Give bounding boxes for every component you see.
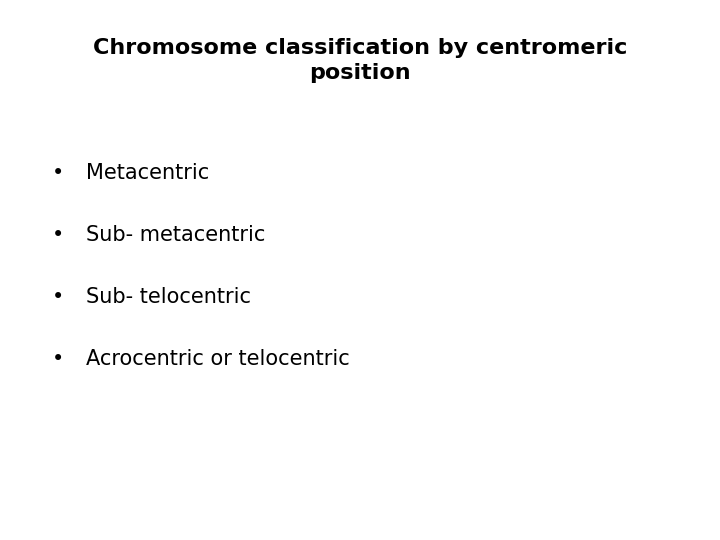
Text: Sub- metacentric: Sub- metacentric bbox=[86, 225, 266, 245]
Text: •: • bbox=[51, 349, 64, 369]
Text: •: • bbox=[51, 287, 64, 307]
Text: Sub- telocentric: Sub- telocentric bbox=[86, 287, 251, 307]
Text: •: • bbox=[51, 163, 64, 183]
Text: Metacentric: Metacentric bbox=[86, 163, 210, 183]
Text: •: • bbox=[51, 225, 64, 245]
Text: Acrocentric or telocentric: Acrocentric or telocentric bbox=[86, 349, 350, 369]
Text: Chromosome classification by centromeric
position: Chromosome classification by centromeric… bbox=[93, 38, 627, 83]
